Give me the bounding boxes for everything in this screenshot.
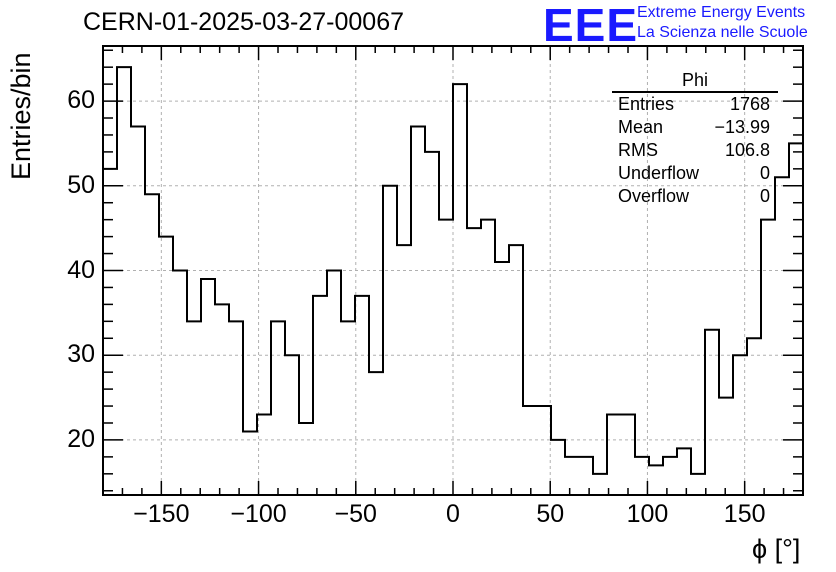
eee-subtitle-line1: Extreme Energy Events	[637, 4, 806, 21]
stats-value: 0	[759, 186, 770, 206]
y-tick-label: 50	[67, 170, 95, 199]
stats-label: Overflow	[618, 186, 690, 206]
x-tick-label: 150	[723, 500, 766, 528]
stats-value: 0	[759, 163, 770, 183]
y-tick-label: 30	[67, 340, 95, 369]
stats-value: 106.8	[724, 140, 770, 160]
stats-label: RMS	[618, 140, 658, 160]
stats-label: Entries	[618, 94, 675, 114]
x-tick-label: 50	[536, 500, 565, 528]
grid-lines	[103, 46, 803, 495]
stats-row-mean: Mean −13.99	[612, 116, 778, 139]
stats-row-overflow: Overflow 0	[612, 185, 778, 208]
x-tick-label: −50	[334, 500, 377, 528]
x-tick-label: 0	[446, 500, 460, 528]
x-tick-label: 100	[626, 500, 669, 528]
stats-row-underflow: Underflow 0	[612, 162, 778, 185]
x-tick-label: −100	[230, 500, 287, 528]
y-tick-label: 60	[67, 86, 95, 115]
stats-row-entries: Entries 1768	[612, 93, 778, 116]
histogram-line	[103, 66, 803, 475]
y-axis-label: Entries/bin	[6, 52, 36, 180]
y-tick-label: 20	[67, 424, 95, 453]
stats-title: Phi	[612, 70, 778, 93]
y-tick-label: 40	[67, 255, 95, 284]
stats-value: −13.99	[714, 117, 770, 137]
eee-subtitle: Extreme Energy Events La Scienza nelle S…	[637, 3, 808, 43]
run-title: CERN-01-2025-03-27-00067	[83, 8, 405, 36]
stats-value: 1768	[729, 94, 770, 114]
stats-box: Phi Entries 1768 Mean −13.99 RMS 106.8 U…	[612, 70, 778, 208]
x-tick-label: −150	[133, 500, 190, 528]
stats-label: Mean	[618, 117, 664, 137]
eee-logo: EEE	[543, 0, 639, 51]
stats-label: Underflow	[618, 163, 700, 183]
eee-subtitle-line2: La Scienza nelle Scuole	[637, 24, 808, 41]
stats-row-rms: RMS 106.8	[612, 139, 778, 162]
x-axis-label: ϕ [°]	[752, 534, 801, 564]
axis-ticks	[103, 46, 803, 495]
plot-frame	[102, 45, 804, 496]
